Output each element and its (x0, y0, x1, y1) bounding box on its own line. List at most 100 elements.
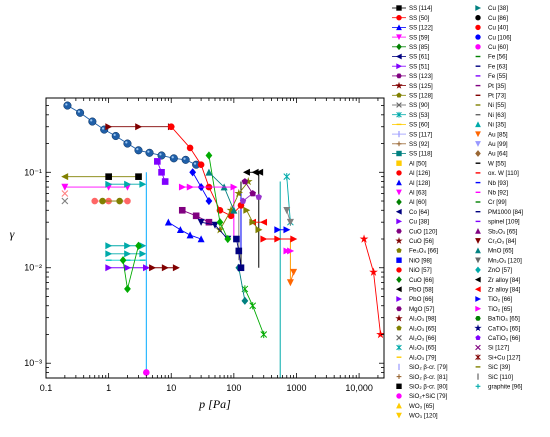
legend-marker (396, 5, 402, 11)
legend-marker (396, 218, 403, 225)
legend-item: CaTiO₃ [66] (475, 335, 520, 342)
legend-item: CuO [120] (396, 228, 437, 235)
data-point (63, 101, 72, 110)
data-point (154, 158, 161, 165)
legend-item: Al [128] (396, 179, 430, 187)
legend-item: Co [64] (395, 208, 429, 216)
data-point (260, 330, 268, 339)
data-series (105, 250, 147, 258)
legend-marker (395, 208, 402, 215)
legend-label: SS [85] (409, 44, 430, 51)
legend-marker (395, 53, 402, 60)
legend-item: Au [99] (475, 141, 508, 148)
legend-item: Al₂O₃ [98] (395, 314, 437, 323)
x-tick-label: 10,000 (345, 383, 373, 393)
legend-marker (475, 131, 481, 138)
legend-item: SiO₂ β-cr. [79] (398, 363, 448, 371)
data-point (158, 168, 165, 176)
legend-item: Fe [55] (475, 73, 508, 80)
legend-marker (396, 102, 402, 108)
data-point (61, 197, 69, 205)
data-series (178, 206, 213, 226)
legend-label: SS [125] (409, 83, 433, 90)
legend-marker (396, 344, 402, 351)
legend-label: Cr₂O₃ [84] (488, 238, 517, 245)
legend-marker (396, 335, 402, 341)
data-point (139, 180, 147, 188)
legend-marker (475, 121, 481, 128)
legend-item: ox. W [110] (475, 170, 519, 177)
series-line (238, 267, 246, 301)
legend-label: SS [59] (409, 34, 430, 41)
legend-label: Fe [63] (488, 63, 508, 70)
data-point (105, 180, 113, 188)
legend-item: Pt [73] (475, 93, 506, 100)
legend-marker (475, 296, 482, 302)
y-tick-label: 10⁻¹ (24, 167, 42, 177)
legend-label: spinel [109] (488, 219, 520, 226)
x-tick-label: 0.1 (40, 383, 53, 393)
legend-item: Si+Cu [127] (475, 354, 521, 361)
legend-label: SS [51] (409, 63, 430, 70)
data-point (376, 329, 384, 339)
legend-marker (395, 286, 402, 293)
legend-label: Al [50] (409, 160, 427, 167)
legend-label: Co [64] (409, 209, 429, 216)
legend-label: Ni [63] (488, 112, 506, 119)
data-point (192, 160, 201, 169)
legend-item: SiO₂ β-cr. [81] (396, 374, 448, 381)
data-series (99, 197, 123, 205)
legend-item: SiC [110] (477, 373, 513, 381)
data-point (290, 235, 298, 243)
data-point (134, 146, 143, 155)
legend-item: SiO₂+SiC [79] (396, 393, 448, 400)
data-point (88, 117, 97, 126)
legend-item: SS [122] (392, 24, 433, 32)
data-point (359, 234, 369, 243)
legend-label: CaTiO₃ [66] (488, 335, 520, 342)
data-point (123, 139, 132, 148)
legend-label: SS [92] (409, 141, 430, 148)
legend-label: Sb₂O₃ [65] (488, 228, 518, 235)
axes: 0.1 1 10 100 1000 10,000 10⁻³ 10⁻² 10⁻¹ p [Pa] γ (10, 97, 385, 411)
data-series (274, 226, 291, 234)
legend-marker (475, 354, 481, 361)
legend-label: Si+Cu [127] (488, 354, 521, 361)
data-point (241, 296, 249, 305)
legend-label: SiO₂ β-cr. [80] (409, 384, 448, 391)
legend-label: Ni [35] (488, 122, 506, 129)
legend-item: SS [60] (392, 122, 430, 129)
legend-item: Cu [60] (475, 44, 508, 51)
legend-label: Al₂O₃ [65] (409, 325, 437, 332)
legend-label: TiO₂ [65] (488, 306, 512, 313)
data-point (256, 168, 264, 176)
legend-label: CuO [120] (409, 228, 437, 235)
legend-marker (475, 257, 481, 264)
legend-item: MnO [65] (475, 247, 514, 255)
legend-marker (396, 247, 402, 253)
legend-label: Mn₂O₃ [120] (488, 257, 522, 264)
series-line (208, 155, 229, 240)
legend-label: Au [85] (488, 131, 508, 138)
legend-marker (396, 383, 402, 389)
data-series (105, 173, 142, 180)
x-tick-label: 1000 (286, 383, 306, 393)
legend: SS [114] SS [50] SS [122] SS [59] SS [85] SS … (392, 5, 523, 420)
legend-item: Fe [56] (475, 54, 508, 61)
legend-label: Cu [38] (488, 5, 508, 12)
legend-item: Mn₂O₃ [120] (475, 257, 522, 264)
legend-marker (396, 374, 402, 379)
data-series (149, 264, 180, 272)
legend-label: Au [64] (488, 151, 508, 158)
data-point (205, 196, 213, 206)
data-point (249, 218, 257, 226)
legend-item: Zr alloy [84] (474, 276, 521, 284)
legend-label: Al [126] (409, 170, 430, 177)
legend-item: Al₂O₃ [65] (396, 325, 437, 332)
data-series (178, 183, 238, 191)
legend-marker (396, 15, 402, 21)
data-point (235, 247, 243, 255)
series-line (286, 176, 291, 223)
data-point (111, 131, 120, 141)
